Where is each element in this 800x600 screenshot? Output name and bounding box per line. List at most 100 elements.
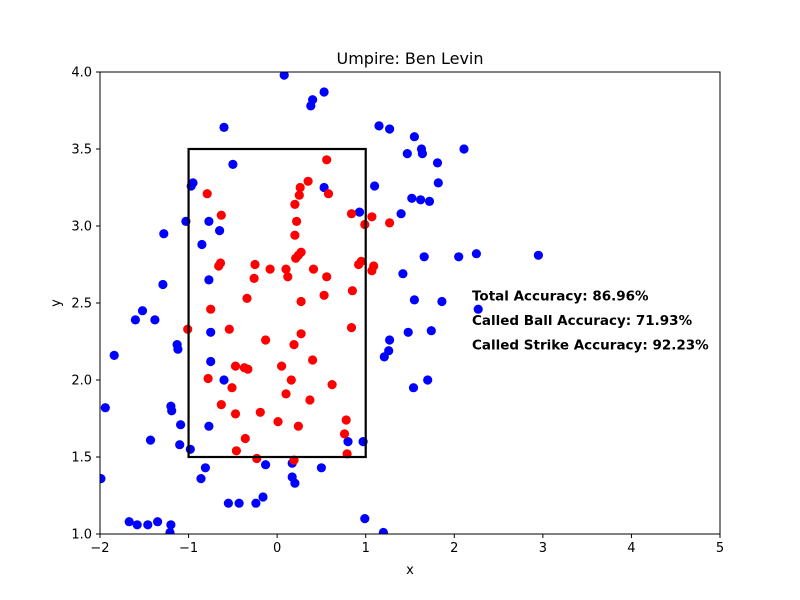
data-point <box>305 395 315 405</box>
data-point <box>214 261 224 271</box>
y-axis-ticks: 1.0 1.5 2.0 2.5 3.0 3.5 4.0 <box>71 66 100 543</box>
data-point <box>290 230 300 240</box>
x-tick-label: 5 <box>716 541 724 556</box>
data-point <box>279 72 289 80</box>
data-point <box>403 327 413 337</box>
accuracy-annotation: Called Strike Accuracy: 92.23% <box>472 338 709 354</box>
data-point <box>215 226 225 236</box>
data-point <box>249 273 259 283</box>
data-point <box>424 196 435 206</box>
data-point <box>153 517 163 527</box>
data-point <box>473 304 483 314</box>
data-point <box>234 498 244 508</box>
data-point <box>203 373 213 384</box>
data-point <box>319 87 329 97</box>
data-point <box>308 355 318 365</box>
data-point <box>327 380 337 390</box>
data-point <box>231 446 241 456</box>
data-point <box>243 364 253 374</box>
data-point <box>426 326 436 336</box>
data-point <box>137 306 148 316</box>
data-point <box>204 275 214 285</box>
data-point <box>346 323 357 333</box>
data-point <box>216 400 226 410</box>
data-point <box>408 383 419 393</box>
data-point <box>255 407 265 417</box>
data-point <box>240 433 250 444</box>
data-point <box>173 344 183 354</box>
data-point <box>277 361 287 371</box>
data-point <box>219 122 229 132</box>
data-point <box>130 315 140 325</box>
data-point <box>354 207 365 217</box>
data-point <box>409 132 419 142</box>
data-point <box>308 264 319 274</box>
data-point <box>409 295 419 305</box>
x-tick-label: 3 <box>539 541 547 556</box>
data-point <box>281 389 291 399</box>
x-tick-label: 1 <box>362 541 370 556</box>
x-tick-label: −2 <box>90 541 109 556</box>
data-point <box>242 293 252 303</box>
data-point <box>273 417 283 427</box>
points-layer <box>100 72 544 534</box>
data-point <box>295 182 305 193</box>
data-point <box>459 144 469 154</box>
data-point <box>228 159 238 169</box>
data-point <box>100 474 106 484</box>
y-tick-label: 2.5 <box>71 297 92 312</box>
data-point <box>437 296 447 307</box>
data-point <box>100 403 110 413</box>
data-point <box>378 527 388 534</box>
data-point <box>227 383 237 393</box>
data-point <box>341 415 351 425</box>
data-point <box>454 252 464 262</box>
data-point <box>316 463 326 473</box>
data-point <box>206 356 216 367</box>
data-point <box>258 492 268 502</box>
data-point <box>396 209 406 219</box>
data-point <box>124 517 134 527</box>
data-point <box>339 429 350 439</box>
data-point <box>206 304 216 314</box>
y-tick-label: 1.0 <box>71 528 92 543</box>
data-point <box>265 264 275 274</box>
data-point <box>230 409 241 419</box>
data-point <box>347 286 357 296</box>
strike-zone-layer <box>187 147 367 459</box>
data-point <box>251 498 261 508</box>
data-point <box>354 259 364 270</box>
x-axis-ticks: −2 −1 0 1 2 3 4 5 <box>90 534 724 556</box>
y-tick-label: 3.0 <box>71 220 92 235</box>
data-point <box>296 296 306 307</box>
data-point <box>346 209 357 219</box>
data-point <box>185 444 195 454</box>
x-tick-label: 0 <box>273 541 281 556</box>
data-point <box>290 199 300 209</box>
data-point <box>165 527 175 534</box>
data-point <box>290 478 300 488</box>
accuracy-annotation: Total Accuracy: 86.96% <box>472 288 649 304</box>
data-point <box>343 437 353 447</box>
data-point <box>219 375 229 385</box>
data-point <box>423 375 433 385</box>
data-point <box>367 212 377 222</box>
data-point <box>197 239 207 250</box>
data-point <box>306 101 316 111</box>
data-point <box>202 189 212 199</box>
data-point <box>143 520 153 530</box>
data-point <box>230 361 241 371</box>
x-tick-label: −1 <box>179 541 198 556</box>
data-point <box>166 520 176 530</box>
data-point <box>533 250 544 260</box>
data-point <box>281 264 291 274</box>
series-blue <box>100 72 544 534</box>
data-point <box>471 249 481 259</box>
data-point <box>261 335 271 345</box>
data-point <box>132 520 142 530</box>
data-point <box>402 149 412 159</box>
data-point <box>432 158 443 168</box>
data-point <box>204 216 214 226</box>
data-point <box>223 498 233 508</box>
